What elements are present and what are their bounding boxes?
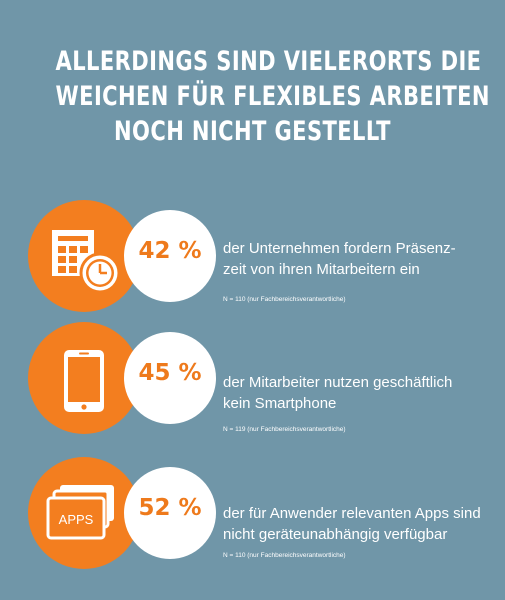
stat-row-presence: 42 % der Unternehmen fordern Präsenz- ze… xyxy=(0,200,505,320)
smartphone-icon xyxy=(62,348,106,414)
headline-line-1: ALLERDINGS SIND VIELERORTS DIE xyxy=(55,46,482,77)
headline-line-2: WEICHEN FÜR FLEXIBLES ARBEITEN xyxy=(55,81,490,112)
stat-description-line-2: kein Smartphone xyxy=(223,395,337,412)
stat-description-line-2: nicht geräteunabhängig verfügbar xyxy=(223,526,448,543)
percent-circle xyxy=(124,332,216,424)
sample-note: N = 119 (nur Fachbereichsverantwortliche… xyxy=(223,426,346,433)
stat-row-apps: APPS 52 % der für Anwender relevanten Ap… xyxy=(0,457,505,577)
percent-circle xyxy=(124,210,216,302)
stat-description: der für Anwender relevanten Apps sind ni… xyxy=(223,503,505,545)
apps-icon-label: APPS xyxy=(59,512,94,527)
stat-description-line-1: der Mitarbeiter nutzen geschäftlich xyxy=(223,374,453,391)
stat-description: der Unternehmen fordern Präsenz- zeit vo… xyxy=(223,238,505,280)
stat-description-line-1: der für Anwender relevanten Apps sind xyxy=(223,505,481,522)
stat-description: der Mitarbeiter nutzen geschäftlich kein… xyxy=(223,372,505,414)
calendar-clock-icon xyxy=(50,228,120,296)
stat-percent: 52 % xyxy=(138,495,202,521)
headline-line-3: NOCH NICHT GESTELLT xyxy=(114,116,391,147)
sample-note: N = 110 (nur Fachbereichsverantwortliche… xyxy=(223,296,346,303)
stat-description-line-2: zeit von ihren Mitarbeitern ein xyxy=(223,261,420,278)
percent-circle xyxy=(124,467,216,559)
sample-note: N = 110 (nur Fachbereichsverantwortliche… xyxy=(223,552,346,559)
headline: ALLERDINGS SIND VIELERORTS DIE WEICHEN F… xyxy=(55,44,490,149)
apps-stack-icon: APPS xyxy=(44,483,120,543)
stat-description-line-1: der Unternehmen fordern Präsenz- xyxy=(223,240,456,257)
stat-row-smartphone: 45 % der Mitarbeiter nutzen geschäftlich… xyxy=(0,322,505,442)
stat-percent: 42 % xyxy=(138,238,202,264)
stat-percent: 45 % xyxy=(138,360,202,386)
